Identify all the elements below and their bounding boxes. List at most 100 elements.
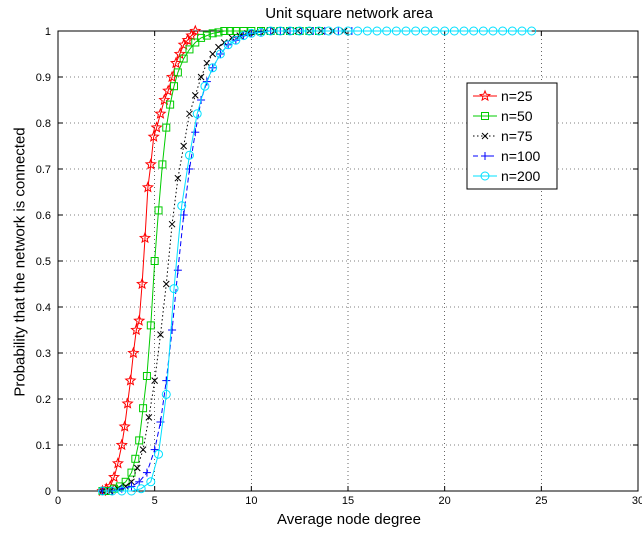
legend-item: n=200 [473, 168, 541, 184]
data-point [133, 464, 141, 472]
data-point [150, 121, 163, 133]
data-point [246, 28, 256, 38]
y-tick-label: 0.5 [36, 256, 51, 268]
data-point [142, 468, 151, 477]
data-point [304, 26, 314, 36]
data-point [133, 314, 146, 326]
data-point [154, 107, 167, 119]
data-point [121, 397, 134, 409]
data-point [111, 457, 124, 469]
data-point [189, 24, 202, 37]
data-point [401, 26, 411, 36]
data-point [231, 35, 241, 45]
data-point [141, 181, 154, 193]
data-point [266, 26, 276, 36]
data-point [285, 26, 295, 36]
data-point [115, 438, 128, 451]
chart-title: Unit square network area [265, 5, 433, 22]
data-point [162, 376, 171, 385]
data-point [333, 26, 343, 36]
data-point [220, 27, 229, 35]
data-point [170, 82, 178, 91]
y-tick-label: 1 [45, 26, 51, 38]
data-point [181, 33, 194, 46]
x-tick-label: 5 [152, 495, 158, 507]
marker-stroke [209, 50, 217, 58]
data-point [203, 59, 211, 67]
legend-swatch-marker [480, 171, 490, 181]
data-point [197, 33, 206, 42]
series-line [102, 30, 532, 492]
data-point [136, 484, 146, 494]
marker-stroke [174, 174, 182, 182]
data-point [488, 26, 498, 36]
data-point [130, 323, 143, 336]
marker-stroke [151, 377, 159, 384]
data-point [138, 231, 152, 244]
data-point [275, 26, 285, 36]
data-point [209, 50, 217, 58]
marker-stroke [133, 464, 141, 472]
data-point [180, 142, 188, 150]
data-point [118, 420, 131, 432]
data-point [208, 29, 217, 38]
data-point [353, 26, 363, 36]
legend-swatch-marker [478, 89, 492, 102]
data-point [144, 158, 157, 170]
data-point [166, 100, 175, 109]
data-point [135, 477, 144, 486]
data-point [202, 31, 211, 40]
y-tick-label: 0 [45, 486, 51, 498]
data-point [440, 26, 450, 36]
data-point [158, 93, 171, 106]
data-point [174, 174, 182, 182]
data-point [197, 73, 205, 81]
data-point [124, 374, 137, 386]
data-point [115, 482, 124, 491]
data-point [186, 110, 193, 118]
y-tick-label: 0.4 [36, 302, 51, 314]
marker-stroke [191, 92, 199, 99]
marker-stroke [180, 142, 188, 150]
data-point [150, 257, 159, 265]
data-point [478, 26, 488, 36]
data-point [146, 477, 156, 487]
data-point [192, 109, 202, 119]
data-point [420, 26, 430, 36]
data-point [121, 477, 130, 486]
data-point [343, 26, 353, 36]
data-point [226, 27, 235, 35]
data-point [107, 486, 117, 496]
y-tick-label: 0.2 [36, 394, 51, 406]
legend-item: n=100 [473, 148, 541, 164]
data-point [168, 220, 176, 228]
data-point [208, 63, 218, 73]
legend-swatch-marker [481, 152, 489, 160]
y-tick-label: 0.9 [36, 72, 51, 84]
marker-stroke [168, 220, 176, 228]
data-point [151, 377, 159, 384]
data-point [200, 81, 210, 91]
marker-stroke [215, 43, 222, 51]
data-point [214, 28, 223, 37]
legend-label: n=200 [501, 168, 541, 184]
data-point [158, 160, 167, 169]
data-point [146, 321, 155, 330]
data-point [173, 266, 182, 275]
data-point [362, 26, 372, 36]
data-point [179, 54, 188, 63]
data-point [191, 38, 200, 47]
data-point [162, 123, 171, 132]
marker-stroke [197, 73, 205, 81]
data-point [177, 38, 190, 50]
data-point [459, 26, 469, 36]
marker-stroke [157, 331, 164, 338]
data-point [168, 326, 177, 334]
data-point [185, 29, 198, 41]
data-point [136, 277, 149, 290]
series-line [102, 30, 345, 492]
marker-stroke [145, 414, 153, 421]
data-point [382, 26, 392, 36]
marker-stroke [186, 110, 193, 118]
